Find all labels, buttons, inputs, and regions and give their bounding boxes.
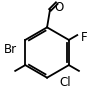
Text: O: O [54, 1, 63, 15]
Text: Br: Br [4, 43, 17, 56]
Text: Cl: Cl [60, 76, 71, 89]
Text: F: F [81, 31, 88, 44]
